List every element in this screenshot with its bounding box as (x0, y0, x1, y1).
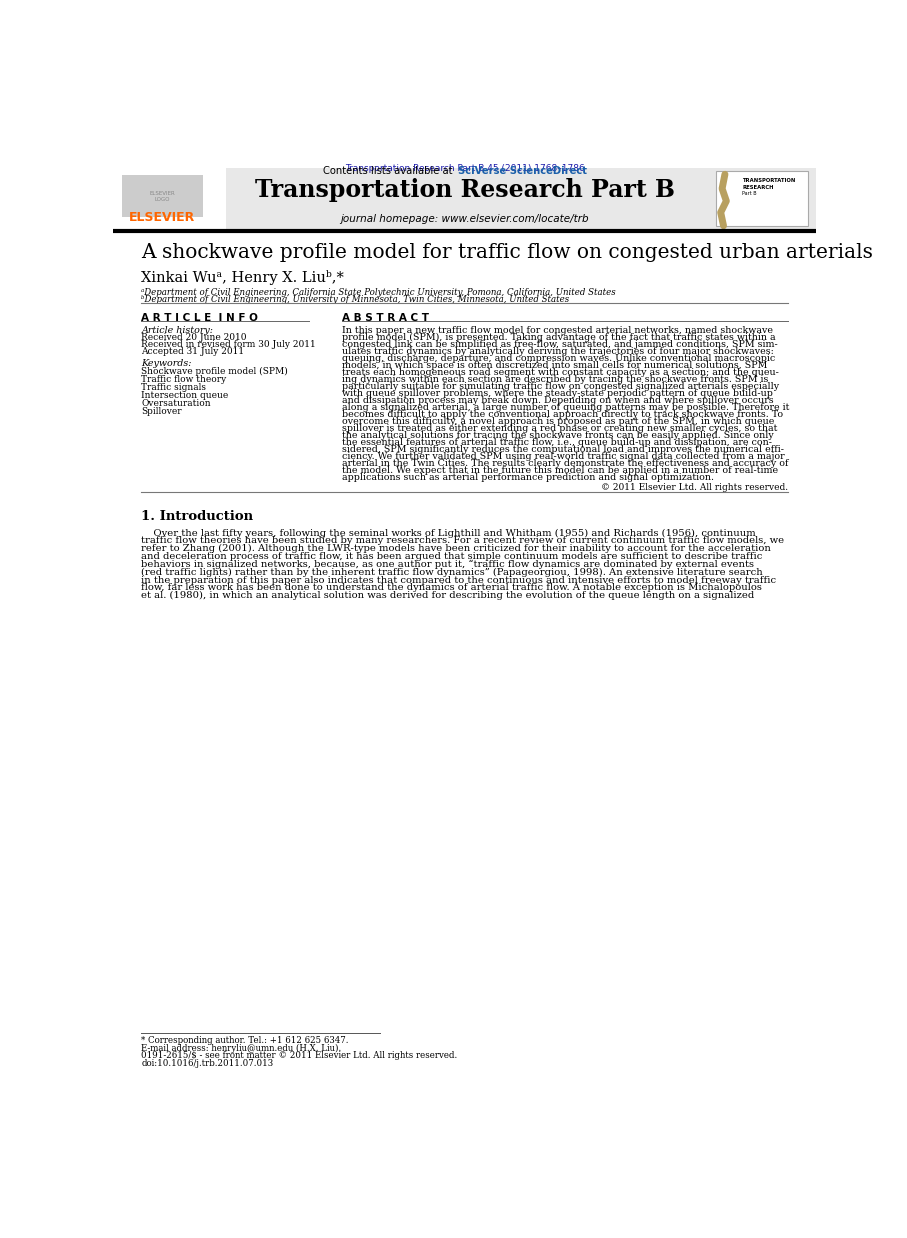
Text: RESEARCH: RESEARCH (743, 184, 774, 189)
Text: ciency. We further validated SPM using real-world traffic signal data collected : ciency. We further validated SPM using r… (342, 452, 785, 461)
Text: ELSEVIER: ELSEVIER (129, 210, 195, 224)
Text: Over the last fifty years, following the seminal works of Lighthill and Whitham : Over the last fifty years, following the… (141, 529, 756, 537)
Text: sidered, SPM significantly reduces the computational load and improves the numer: sidered, SPM significantly reduces the c… (342, 444, 784, 454)
Text: ᵃDepartment of Civil Engineering, California State Polytechnic University, Pomon: ᵃDepartment of Civil Engineering, Califo… (141, 287, 616, 297)
Bar (113, 167, 816, 229)
Text: ulates traffic dynamics by analytically deriving the trajectories of four major : ulates traffic dynamics by analytically … (342, 347, 774, 355)
Text: Keywords:: Keywords: (141, 359, 192, 368)
Text: applications such as arterial performance prediction and signal optimization.: applications such as arterial performanc… (342, 473, 714, 482)
Text: arterial in the Twin Cities. The results clearly demonstrate the effectiveness a: arterial in the Twin Cities. The results… (342, 459, 788, 468)
Text: along a signalized arterial, a large number of queuing patterns may be possible.: along a signalized arterial, a large num… (342, 402, 789, 412)
Bar (122, 176, 202, 217)
Text: flow, far less work has been done to understand the dynamics of arterial traffic: flow, far less work has been done to und… (141, 583, 763, 592)
Text: Intersection queue: Intersection queue (141, 391, 229, 400)
Text: In this paper a new traffic flow model for congested arterial networks, named sh: In this paper a new traffic flow model f… (342, 326, 773, 334)
Text: ing dynamics within each section are described by tracing the shockwave fronts. : ing dynamics within each section are des… (342, 375, 768, 384)
Text: models, in which space is often discretized into small cells for numerical solut: models, in which space is often discreti… (342, 361, 767, 370)
Text: Spillover: Spillover (141, 407, 182, 416)
Text: Article history:: Article history: (141, 326, 213, 334)
Text: Contents lists available at: Contents lists available at (323, 166, 455, 177)
Text: Oversaturation: Oversaturation (141, 400, 211, 409)
Text: Traffic signals: Traffic signals (141, 383, 207, 392)
Text: treats each homogeneous road segment with constant capacity as a section; and th: treats each homogeneous road segment wit… (342, 368, 779, 376)
Text: A shockwave profile model for traffic flow on congested urban arterials: A shockwave profile model for traffic fl… (141, 243, 873, 262)
Text: congested link can be simplified as free-flow, saturated, and jammed conditions,: congested link can be simplified as free… (342, 340, 777, 349)
Text: the essential features of arterial traffic flow, i.e., queue build-up and dissip: the essential features of arterial traff… (342, 438, 772, 447)
Text: refer to Zhang (2001). Although the LWR-type models have been criticized for the: refer to Zhang (2001). Although the LWR-… (141, 545, 771, 553)
Text: queuing, discharge, departure, and compression waves. Unlike conventional macros: queuing, discharge, departure, and compr… (342, 354, 775, 363)
Bar (113, 167, 226, 229)
Text: Traffic flow theory: Traffic flow theory (141, 375, 227, 384)
Text: E-mail address: henryliu@umn.edu (H.X. Liu).: E-mail address: henryliu@umn.edu (H.X. L… (141, 1044, 342, 1052)
Text: 0191-2615/$ - see front matter © 2011 Elsevier Ltd. All rights reserved.: 0191-2615/$ - see front matter © 2011 El… (141, 1051, 458, 1060)
Text: ᵇDepartment of Civil Engineering, University of Minnesota, Twin Cities, Minnesot: ᵇDepartment of Civil Engineering, Univer… (141, 296, 570, 305)
Text: spillover is treated as either extending a red phase or creating new smaller cyc: spillover is treated as either extending… (342, 423, 777, 433)
Text: Shockwave profile model (SPM): Shockwave profile model (SPM) (141, 366, 288, 376)
Text: A R T I C L E  I N F O: A R T I C L E I N F O (141, 312, 258, 323)
Text: the model. We expect that in the future this model can be applied in a number of: the model. We expect that in the future … (342, 465, 778, 475)
Text: A B S T R A C T: A B S T R A C T (342, 312, 429, 323)
Text: overcome this difficulty, a novel approach is proposed as part of the SPM, in wh: overcome this difficulty, a novel approa… (342, 417, 775, 426)
Text: particularly suitable for simulating traffic flow on congested signalized arteri: particularly suitable for simulating tra… (342, 381, 779, 391)
Text: (red traffic lights) rather than by the inherent traffic flow dynamics” (Papageo: (red traffic lights) rather than by the … (141, 568, 764, 577)
Text: Part B: Part B (743, 192, 757, 197)
Text: with queue spillover problems, where the steady-state periodic pattern of queue : with queue spillover problems, where the… (342, 389, 773, 397)
Text: journal homepage: www.elsevier.com/locate/trb: journal homepage: www.elsevier.com/locat… (340, 214, 590, 224)
Text: and dissipation process may break down. Depending on when and where spillover oc: and dissipation process may break down. … (342, 396, 774, 405)
Text: in the preparation of this paper also indicates that compared to the continuous : in the preparation of this paper also in… (141, 576, 776, 584)
Text: Xinkai Wuᵃ, Henry X. Liuᵇ,*: Xinkai Wuᵃ, Henry X. Liuᵇ,* (141, 270, 345, 285)
Text: traffic flow theories have been studied by many researchers. For a recent review: traffic flow theories have been studied … (141, 536, 785, 546)
Text: © 2011 Elsevier Ltd. All rights reserved.: © 2011 Elsevier Ltd. All rights reserved… (601, 483, 788, 491)
Text: becomes difficult to apply the conventional approach directly to track shockwave: becomes difficult to apply the conventio… (342, 410, 783, 418)
Text: Transportation Research Part B 45 (2011) 1768–1786: Transportation Research Part B 45 (2011)… (345, 163, 585, 173)
Text: profile model (SPM), is presented. Taking advantage of the fact that traffic sta: profile model (SPM), is presented. Takin… (342, 333, 775, 342)
Text: Accepted 31 July 2011: Accepted 31 July 2011 (141, 347, 245, 355)
Text: Transportation Research Part B: Transportation Research Part B (255, 177, 675, 202)
Text: SciVerse ScienceDirect: SciVerse ScienceDirect (458, 166, 587, 177)
Text: et al. (1980), in which an analytical solution was derived for describing the ev: et al. (1980), in which an analytical so… (141, 592, 755, 600)
Text: TRANSPORTATION: TRANSPORTATION (743, 178, 795, 183)
Text: the analytical solutions for tracing the shockwave fronts can be easily applied.: the analytical solutions for tracing the… (342, 431, 774, 439)
Text: 1. Introduction: 1. Introduction (141, 510, 254, 522)
Text: and deceleration process of traffic flow, it has been argued that simple continu: and deceleration process of traffic flow… (141, 552, 763, 561)
Text: doi:10.1016/j.trb.2011.07.013: doi:10.1016/j.trb.2011.07.013 (141, 1058, 274, 1068)
Bar (717, 171, 808, 225)
Text: ELSEVIER
LOGO: ELSEVIER LOGO (149, 191, 175, 202)
Text: behaviors in signalized networks, because, as one author put it, “traffic flow d: behaviors in signalized networks, becaus… (141, 560, 755, 569)
Text: Received 20 June 2010: Received 20 June 2010 (141, 333, 247, 343)
Text: * Corresponding author. Tel.: +1 612 625 6347.: * Corresponding author. Tel.: +1 612 625… (141, 1036, 349, 1045)
Text: Received in revised form 30 July 2011: Received in revised form 30 July 2011 (141, 340, 317, 349)
